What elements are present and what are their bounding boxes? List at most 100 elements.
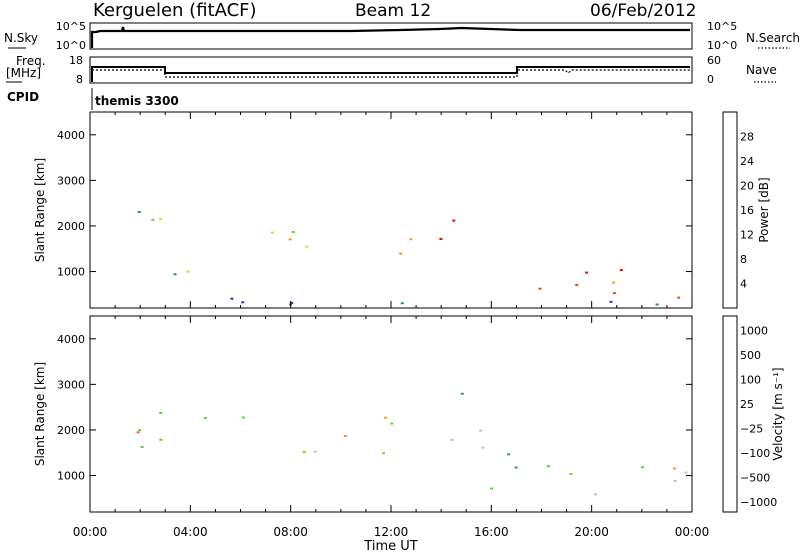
power-y-tick-label: 3000 — [57, 174, 85, 187]
cpid-program: themis 3300 — [95, 94, 179, 108]
time-tick-label: 08:00 — [273, 525, 308, 539]
velocity-cell — [481, 446, 485, 449]
date-title: 06/Feb/2012 — [590, 1, 696, 21]
velocity-cell — [641, 466, 645, 469]
power-colorbar: 4 8 12 16 20 24 28 — [722, 111, 754, 309]
velocity-cell — [672, 467, 676, 470]
power-cell — [611, 281, 615, 284]
freq-tick-bottom: 8 — [76, 73, 83, 86]
power-cell — [290, 301, 294, 304]
velocity-cell — [159, 438, 163, 441]
power-cell — [399, 252, 403, 255]
velocity-cell — [313, 450, 317, 453]
velocity-y-tick-label: 2000 — [57, 424, 85, 437]
freq-unit-label: [MHz] — [6, 66, 41, 80]
nsky-label: N.Sky — [4, 31, 38, 45]
velocity-colorbar-tick: 25 — [740, 398, 754, 411]
power-cell — [655, 303, 659, 306]
velocity-y-ticks: 1000 2000 3000 4000 — [57, 333, 692, 483]
power-panel-frame — [89, 111, 693, 309]
time-tick-label: 20:00 — [574, 525, 609, 539]
velocity-cell — [479, 429, 483, 432]
velocity-cell — [344, 435, 347, 437]
velocity-heatmap — [136, 392, 688, 496]
time-tick-label: 04:00 — [173, 525, 208, 539]
velocity-cell — [593, 493, 597, 496]
time-tick-label: 00:00 — [73, 525, 108, 539]
power-cell — [288, 238, 292, 241]
velocity-colorbar-tick: −25 — [740, 423, 763, 436]
power-cell — [137, 211, 141, 213]
velocity-colorbar-tick: 500 — [740, 349, 761, 362]
station-title: Kerguelen (fitACF) — [93, 0, 257, 21]
power-colorbar-tick: 16 — [740, 204, 754, 217]
power-colorbar-tick: 20 — [740, 180, 754, 193]
velocity-cell — [159, 411, 163, 414]
power-cell — [271, 231, 274, 234]
velocity-cell — [138, 429, 142, 432]
freq-label: Freq. — [16, 54, 46, 68]
velocity-cell — [390, 422, 394, 425]
velocity-cell — [514, 466, 518, 469]
power-cell — [575, 283, 579, 286]
velocity-y-tick-label: 1000 — [57, 470, 85, 483]
power-y-tick-label: 2000 — [57, 220, 85, 233]
power-cell — [585, 271, 589, 274]
power-cell — [400, 302, 404, 305]
time-tick-label: 12:00 — [374, 525, 409, 539]
power-cell — [439, 238, 443, 240]
freq-tick-top: 18 — [69, 54, 83, 67]
power-heatmap — [137, 211, 681, 306]
power-colorbar-frame — [722, 111, 738, 309]
velocity-cell — [450, 438, 454, 441]
cpid-label: CPID — [7, 90, 39, 104]
velocity-cell — [673, 480, 677, 482]
power-cell — [151, 218, 155, 221]
velocity-cell — [490, 487, 493, 490]
nsearch-tick-bottom: 10^0 — [707, 39, 737, 52]
velocity-colorbar-tick: −100 — [740, 447, 770, 460]
nsky-tick-top: 10^5 — [56, 20, 86, 33]
nsky-trace — [90, 26, 690, 48]
power-ylabel: Slant Range [km] — [33, 158, 47, 262]
power-panel: 1000 2000 3000 4000 Slant Range [km] 4 8 12 16… — [33, 111, 771, 309]
velocity-colorbar-tick: 100 — [740, 374, 761, 387]
velocity-y-tick-label: 4000 — [57, 333, 85, 346]
power-colorbar-tick: 28 — [740, 131, 754, 144]
power-colorbar-tick: 4 — [740, 278, 747, 291]
power-colorbar-label: Power [dB] — [757, 177, 771, 242]
freq-trace — [91, 66, 690, 82]
power-cell — [305, 245, 309, 248]
nsearch-tick-top: 10^5 — [707, 20, 737, 33]
velocity-panel-frame — [89, 315, 693, 513]
time-tick-label: 16:00 — [474, 525, 509, 539]
velocity-colorbar: 1000 500 100 25 −25 −100 −500 −1000 — [722, 315, 777, 513]
velocity-cell — [383, 416, 387, 419]
velocity-colorbar-label: Velocity [m s⁻¹] — [771, 367, 785, 460]
power-colorbar-tick: 24 — [740, 155, 754, 168]
nsky-panel-frame — [89, 22, 693, 50]
nave-tick-bottom: 0 — [707, 73, 714, 86]
velocity-cell — [203, 417, 207, 420]
velocity-panel: 1000 2000 3000 4000 Slant Range [km] 1000 50… — [33, 315, 785, 513]
power-cell — [186, 270, 190, 273]
power-y-tick-label: 4000 — [57, 129, 85, 142]
power-cell — [173, 273, 177, 276]
time-axis-labels: 00:00 04:00 08:00 12:00 16:00 20:00 00:00 — [73, 525, 710, 539]
velocity-cell — [546, 465, 550, 468]
nsky-tick-bottom: 10^0 — [56, 39, 86, 52]
velocity-cell — [136, 431, 140, 434]
power-cell — [619, 269, 623, 271]
power-cell — [538, 287, 542, 290]
velocity-cell — [507, 453, 511, 456]
power-cell — [241, 301, 245, 304]
nave-label: Nave — [746, 63, 777, 77]
velocity-colorbar-frame — [722, 315, 738, 513]
power-y-ticks: 1000 2000 3000 4000 — [57, 129, 692, 279]
power-cell — [291, 231, 295, 233]
nave-tick-top: 60 — [707, 54, 721, 67]
time-tick-label: 00:00 — [675, 525, 710, 539]
power-colorbar-tick: 8 — [740, 253, 747, 266]
velocity-cell — [241, 416, 245, 419]
velocity-y-tick-label: 3000 — [57, 378, 85, 391]
